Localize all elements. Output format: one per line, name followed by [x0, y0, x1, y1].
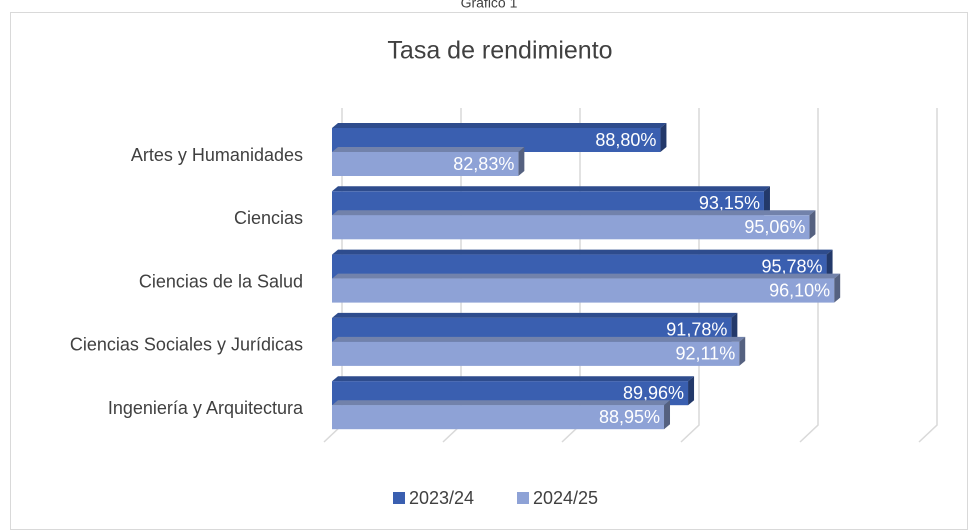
y-tick-label: Ciencias Sociales y Jurídicas — [70, 335, 303, 355]
legend-swatch — [393, 492, 405, 504]
grid-line — [799, 108, 819, 443]
data-label: 82,83% — [453, 154, 514, 174]
data-label: 91,78% — [666, 320, 727, 340]
data-label: 96,10% — [769, 280, 830, 300]
bar-side — [664, 400, 671, 430]
data-label: 95,06% — [744, 217, 805, 237]
data-label: 88,80% — [595, 130, 656, 150]
bar-top — [332, 210, 816, 216]
chart-title: Tasa de rendimiento — [387, 37, 612, 65]
bar-side — [731, 312, 738, 342]
y-tick-label: Ciencias — [234, 208, 303, 228]
y-tick-label: Ingeniería y Arquitectura — [108, 398, 304, 418]
bar-side — [739, 336, 746, 366]
legend-label: 2024/25 — [533, 488, 598, 508]
bar-side — [763, 186, 770, 216]
data-label: 88,95% — [599, 407, 660, 427]
bar-top — [332, 186, 770, 192]
bar-side — [834, 273, 841, 303]
grid-line — [918, 108, 938, 443]
bar-top — [332, 312, 738, 318]
legend-swatch — [517, 492, 529, 504]
bar-top — [332, 147, 525, 152]
data-label: 95,78% — [762, 256, 823, 276]
bar-side — [826, 249, 833, 279]
bar — [332, 152, 519, 176]
data-label: 89,96% — [623, 383, 684, 403]
bar-top — [332, 376, 695, 382]
chart-frame — [10, 12, 968, 530]
bar — [332, 215, 810, 240]
bar — [332, 405, 665, 430]
data-label: 93,15% — [699, 193, 760, 213]
y-tick-label: Ciencias de la Salud — [139, 271, 303, 291]
data-label: 92,11% — [675, 344, 735, 364]
legend-label: 2023/24 — [409, 488, 474, 508]
bar-top — [332, 400, 671, 406]
bar-top — [332, 123, 667, 128]
bar — [332, 278, 835, 303]
bar-side — [518, 147, 525, 176]
y-tick-label: Artes y Humanidades — [131, 145, 303, 165]
bar-top — [332, 249, 833, 255]
bar-side — [688, 376, 695, 406]
bar-top — [332, 336, 746, 342]
bar-top — [332, 273, 841, 279]
bar-side — [660, 123, 667, 152]
bar-side — [809, 210, 816, 240]
bar — [332, 341, 740, 366]
caption: Gráfico 1 — [461, 0, 518, 11]
